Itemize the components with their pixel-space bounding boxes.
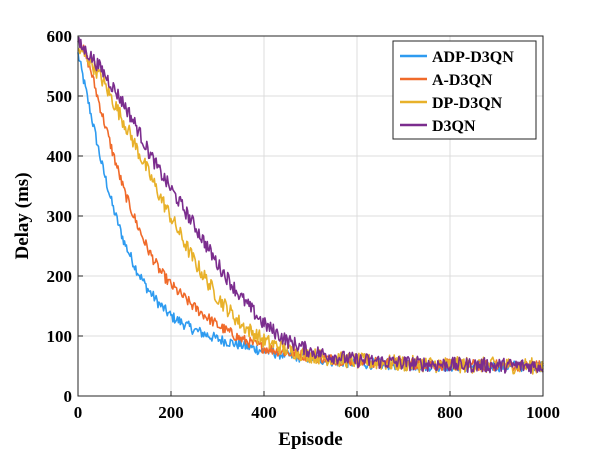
series-line-d3qn — [77, 36, 544, 374]
legend-box — [392, 40, 537, 140]
y-tick-label: 600 — [47, 27, 73, 46]
y-tick-label: 300 — [47, 207, 73, 226]
y-tick-label: 400 — [47, 147, 73, 166]
legend-label-dp-d3qn: DP-D3QN — [432, 95, 503, 112]
x-axis-label: Episode — [278, 429, 342, 450]
y-axis-label: Delay (ms) — [12, 172, 33, 259]
x-tick-label: 0 — [74, 403, 83, 422]
series-lines — [77, 36, 544, 375]
x-tick-label: 800 — [437, 403, 463, 422]
y-tick-label: 100 — [47, 327, 73, 346]
x-tick-label: 1000 — [526, 403, 560, 422]
y-tick-label: 0 — [64, 387, 73, 406]
axis-ticks: 0 200 400 600 800 1000 0 100 200 300 400 500 600 — [47, 27, 561, 422]
y-tick-label: 500 — [47, 87, 73, 106]
series-line-dp-d3qn — [77, 46, 544, 375]
x-tick-label: 400 — [251, 403, 277, 422]
x-tick-label: 600 — [344, 403, 370, 422]
legend-label-a-d3qn: A-D3QN — [432, 72, 493, 89]
y-tick-label: 200 — [47, 267, 73, 286]
x-tick-label: 200 — [158, 403, 184, 422]
legend-label-adp-d3qn: ADP-D3QN — [432, 49, 514, 66]
legend: ADP-D3QN A-D3QN DP-D3QN D3QN — [392, 40, 537, 140]
grid-lines — [77, 35, 544, 397]
legend-label-d3qn: D3QN — [432, 118, 476, 135]
